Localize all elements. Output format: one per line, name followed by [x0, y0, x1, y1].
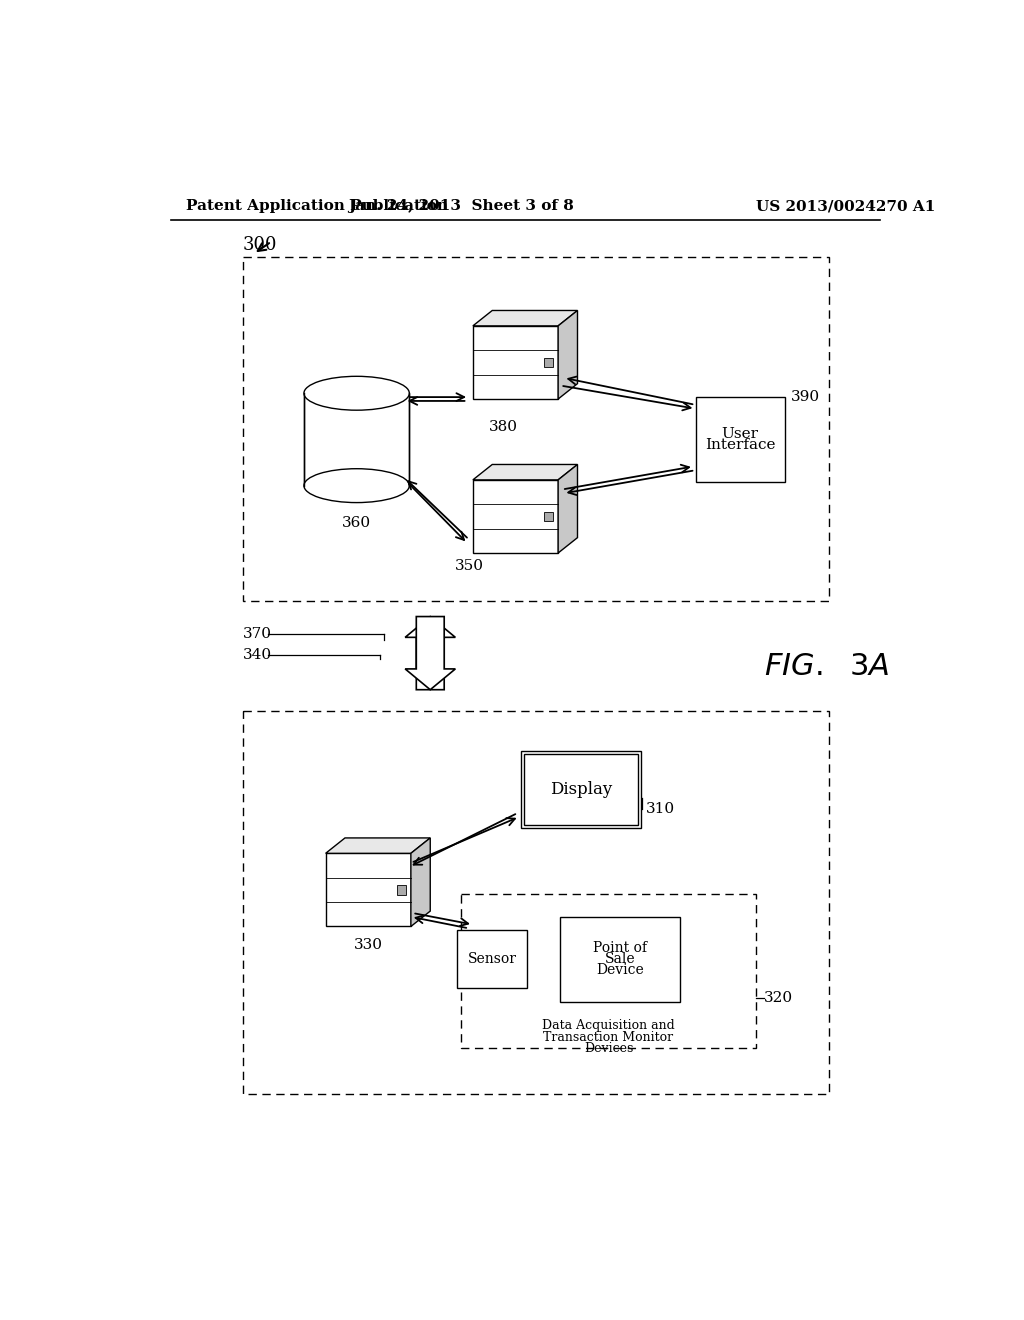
Text: Patent Application Publication: Patent Application Publication	[186, 199, 449, 213]
Polygon shape	[406, 616, 456, 689]
Text: 320: 320	[764, 991, 793, 1005]
Text: 310: 310	[646, 803, 675, 816]
Polygon shape	[558, 465, 578, 553]
Text: 360: 360	[342, 516, 371, 531]
Polygon shape	[558, 310, 578, 399]
Text: Jan. 24, 2013  Sheet 3 of 8: Jan. 24, 2013 Sheet 3 of 8	[348, 199, 574, 213]
Text: Transaction Monitor: Transaction Monitor	[544, 1031, 674, 1044]
Text: 350: 350	[455, 558, 483, 573]
Text: 340: 340	[243, 648, 271, 663]
Bar	[524, 755, 638, 825]
Bar	[243, 711, 829, 1094]
Bar	[304, 393, 410, 486]
Polygon shape	[473, 310, 578, 326]
Text: Devices: Devices	[584, 1043, 633, 1056]
Text: Interface: Interface	[705, 438, 775, 453]
Bar	[461, 894, 756, 1048]
Text: US 2013/0024270 A1: US 2013/0024270 A1	[756, 199, 935, 213]
Ellipse shape	[304, 376, 410, 411]
Text: Device: Device	[596, 964, 644, 977]
Polygon shape	[406, 616, 456, 689]
Text: User: User	[722, 426, 759, 441]
Text: 330: 330	[353, 937, 383, 952]
Bar	[544, 358, 554, 367]
Polygon shape	[411, 838, 430, 927]
Polygon shape	[326, 838, 430, 853]
Bar	[521, 751, 641, 829]
Polygon shape	[473, 326, 558, 399]
Bar	[458, 931, 527, 989]
Text: 380: 380	[489, 420, 518, 434]
Text: 370: 370	[243, 627, 271, 642]
Text: 300: 300	[243, 236, 278, 253]
Text: Data Acquisition and: Data Acquisition and	[542, 1019, 675, 1032]
Bar	[695, 397, 784, 482]
Bar	[243, 257, 829, 601]
Text: 390: 390	[791, 391, 820, 404]
Bar	[397, 886, 407, 895]
Text: Sensor: Sensor	[468, 952, 517, 966]
Bar	[544, 512, 554, 521]
Text: Point of: Point of	[593, 941, 647, 956]
Text: $\mathit{FIG.}$  $\mathit{3A}$: $\mathit{FIG.}$ $\mathit{3A}$	[764, 651, 889, 682]
Text: Display: Display	[550, 781, 612, 799]
Polygon shape	[473, 480, 558, 553]
Polygon shape	[473, 465, 578, 480]
Bar	[560, 917, 680, 1002]
Polygon shape	[326, 853, 411, 927]
Text: Sale: Sale	[605, 952, 636, 966]
Ellipse shape	[304, 469, 410, 503]
